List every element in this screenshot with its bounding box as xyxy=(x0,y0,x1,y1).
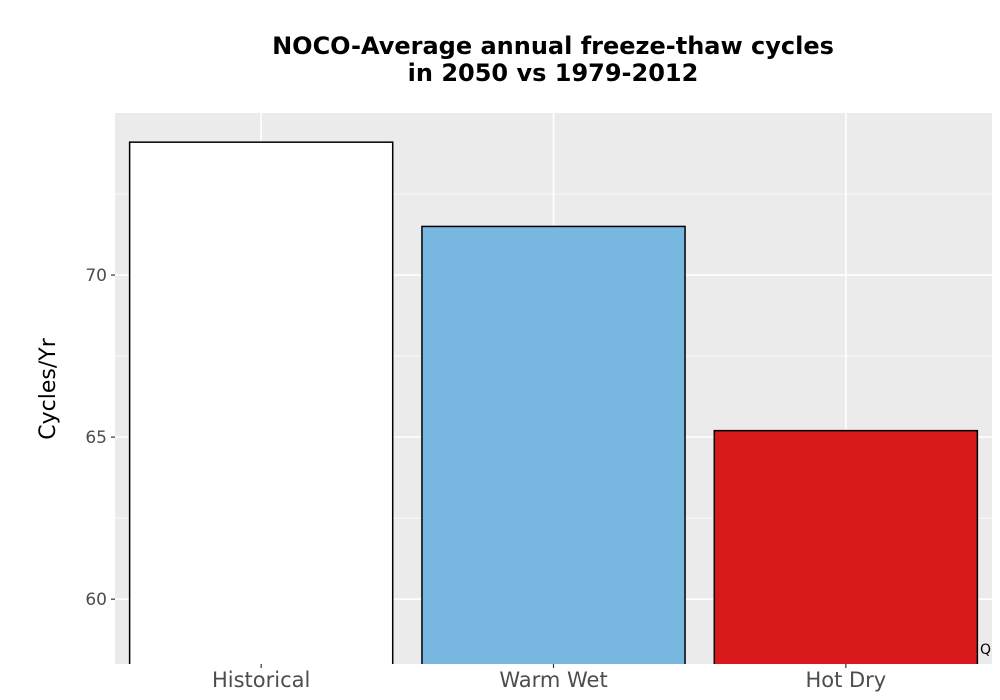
chart-title: NOCO-Average annual freeze-thaw cycles i… xyxy=(272,32,834,87)
y-axis: 60 65 70 xyxy=(85,266,115,610)
corner-mark: Q xyxy=(980,642,991,658)
y-axis-title: Cycles/Yr xyxy=(36,337,61,439)
chart-title-line-1: NOCO-Average annual freeze-thaw cycles xyxy=(272,32,834,60)
x-axis: Historical Warm Wet Hot Dry xyxy=(212,664,886,692)
x-tick-label: Warm Wet xyxy=(499,668,607,692)
bar-warm-wet xyxy=(421,225,686,664)
bar-historical xyxy=(128,141,394,664)
x-tick-label: Historical xyxy=(212,668,310,692)
bar-hot-dry xyxy=(713,429,979,664)
y-tick-label: 60 xyxy=(85,590,107,610)
bars xyxy=(128,141,979,664)
y-tick-label: 65 xyxy=(85,428,107,448)
chart-title-line-2: in 2050 vs 1979-2012 xyxy=(408,59,699,87)
x-tick-label: Hot Dry xyxy=(805,668,886,692)
y-tick-label: 70 xyxy=(85,266,107,286)
